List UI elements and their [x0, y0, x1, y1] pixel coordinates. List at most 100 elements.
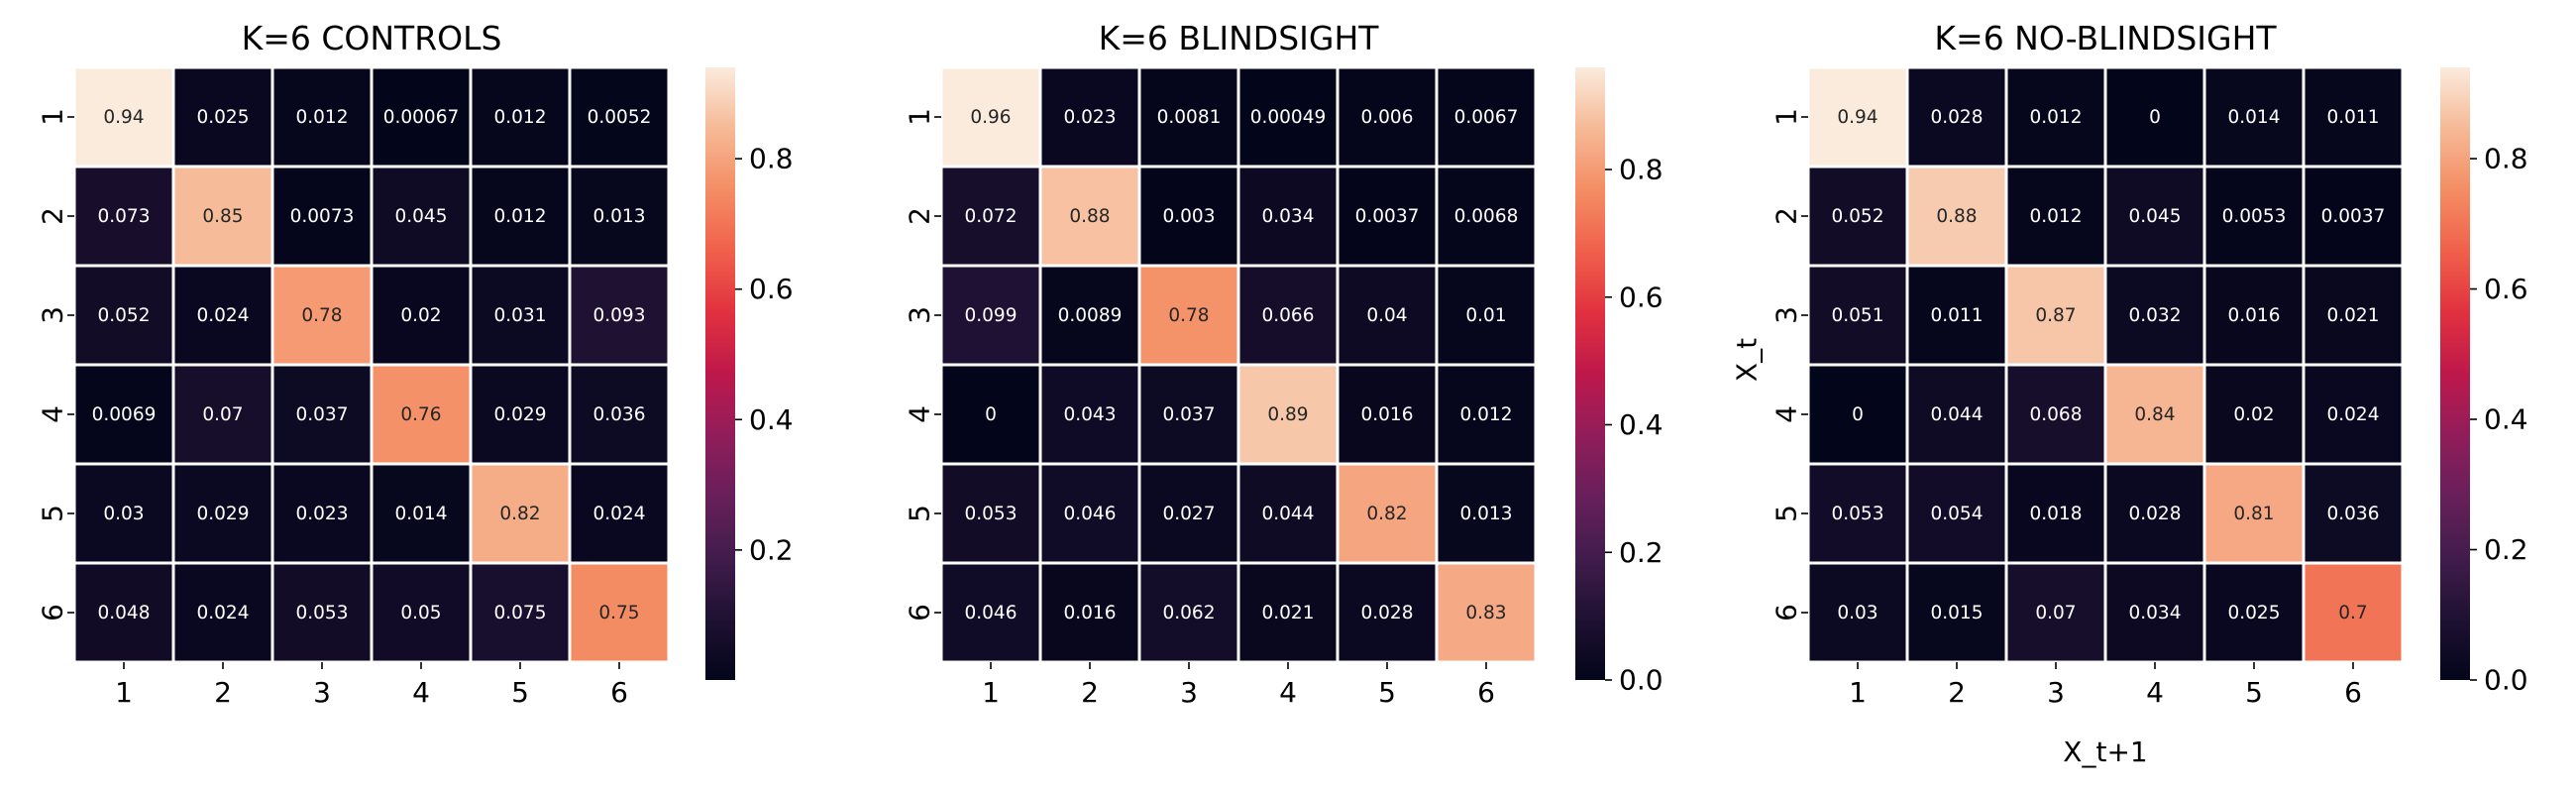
y-tick-label: 5	[904, 505, 936, 522]
heatmap-cell	[1435, 561, 1538, 664]
heatmap-cell	[171, 65, 274, 169]
cell-value-label: 0.78	[1168, 305, 1209, 326]
colorbar-tick-label: 0.6	[2484, 273, 2528, 305]
cell-value-label: 0.04	[1366, 305, 1407, 326]
x-tick-label: 4	[1279, 676, 1297, 709]
cell-value-label: 0.88	[1069, 206, 1110, 227]
colorbar-tick-label: 0.6	[1619, 281, 1664, 313]
x-tick-label: 6	[610, 676, 628, 709]
heatmap-cell	[1137, 165, 1240, 268]
cell-value-label: 0.82	[1366, 504, 1407, 524]
cell-value-label: 0.016	[1361, 404, 1414, 425]
heatmap-cell	[568, 264, 671, 367]
cell-value-label: 0.029	[197, 504, 250, 524]
cell-value-label: 0.014	[395, 504, 448, 524]
cell-value-label: 0.062	[1163, 603, 1216, 623]
cell-value-label: 0.046	[965, 603, 1018, 623]
cell-value-label: 0.0037	[1355, 206, 1420, 227]
heatmap-cell	[2302, 264, 2405, 367]
cell-value-label: 0.045	[2129, 206, 2182, 227]
cell-value-label: 0.051	[1832, 305, 1884, 326]
x-tick-label: 1	[982, 676, 1000, 709]
cell-value-label: 0.025	[197, 107, 250, 128]
colorbar-tick-label: 0.2	[749, 533, 794, 566]
cell-value-label: 0.0073	[290, 206, 355, 227]
colorbar	[705, 67, 735, 680]
x-tick-label: 1	[1849, 676, 1867, 709]
cell-value-label: 0.034	[2129, 603, 2182, 623]
cell-value-label: 0.015	[1931, 603, 1984, 623]
cell-value-label: 0.82	[499, 504, 540, 524]
cell-value-label: 0	[1852, 404, 1864, 425]
cell-value-label: 0.016	[2228, 305, 2281, 326]
y-tick-label: 5	[1771, 505, 1803, 522]
x-axis-label: X_t+1	[2063, 736, 2147, 768]
x-tick-label: 5	[511, 676, 529, 709]
heatmap-cell	[2302, 363, 2405, 466]
heatmap-cell	[1905, 462, 2008, 565]
x-tick-label: 6	[1477, 676, 1495, 709]
colorbar-tick-label: 0.8	[749, 143, 794, 175]
cell-value-label: 0.028	[2129, 504, 2182, 524]
y-tick-label: 3	[37, 306, 69, 324]
cell-value-label: 0.7	[2338, 603, 2367, 623]
heatmap-cell	[1038, 363, 1141, 466]
cell-value-label: 0.044	[1931, 404, 1984, 425]
cell-value-label: 0.045	[395, 206, 448, 227]
x-tick-label: 3	[1180, 676, 1198, 709]
cell-value-label: 0.85	[202, 206, 243, 227]
cell-value-label: 0.84	[2134, 404, 2175, 425]
colorbar-tick-label: 0.0	[2484, 664, 2528, 697]
y-tick-label: 1	[37, 108, 69, 126]
heatmap-cell	[270, 363, 374, 466]
cell-value-label: 0.048	[98, 603, 151, 623]
cell-value-label: 0.006	[1361, 107, 1414, 128]
cell-value-label: 0.81	[2233, 504, 2274, 524]
y-tick-label: 4	[37, 405, 69, 423]
heatmap-cell	[1236, 65, 1340, 169]
cell-value-label: 0.024	[593, 504, 646, 524]
cell-value-label: 0.0069	[92, 404, 157, 425]
cell-value-label: 0.0067	[1454, 107, 1519, 128]
cell-value-label: 0.94	[103, 107, 144, 128]
cell-value-label: 0.011	[2327, 107, 2380, 128]
cell-value-label: 0.02	[2233, 404, 2274, 425]
heatmap-cell	[370, 363, 473, 466]
x-tick-label: 2	[1081, 676, 1099, 709]
cell-value-label: 0	[2149, 107, 2161, 128]
y-tick-label: 2	[1771, 207, 1803, 225]
cell-value-label: 0.046	[1064, 504, 1117, 524]
cell-value-label: 0.032	[2129, 305, 2182, 326]
panel-title: K=6 NO-BLINDSIGHT	[1934, 19, 2277, 57]
y-tick-label: 6	[904, 604, 936, 622]
y-tick-label: 4	[1771, 405, 1803, 423]
heatmap-cell	[1236, 165, 1340, 268]
cell-value-label: 0.03	[1837, 603, 1878, 623]
cell-value-label: 0.0037	[2321, 206, 2386, 227]
heatmap-cell	[568, 65, 671, 169]
heatmap-cell	[2302, 561, 2405, 664]
y-tick-label: 6	[1771, 604, 1803, 622]
heatmap-cell	[939, 462, 1042, 565]
heatmap-cell	[2103, 165, 2206, 268]
y-tick-label: 2	[904, 207, 936, 225]
heatmap-cell	[1435, 165, 1538, 268]
cell-value-label: 0.066	[1262, 305, 1315, 326]
cell-value-label: 0.024	[197, 305, 250, 326]
heatmap-cell	[1038, 462, 1141, 565]
heatmap-cell	[1236, 264, 1340, 367]
cell-value-label: 0.0053	[2222, 206, 2287, 227]
heatmap-cell	[2103, 561, 2206, 664]
cell-value-label: 0.013	[1460, 504, 1513, 524]
x-tick-label: 1	[115, 676, 133, 709]
cell-value-label: 0.075	[494, 603, 547, 623]
heatmap-cell	[2202, 363, 2306, 466]
heatmap-cell	[2103, 462, 2206, 565]
panel-title: K=6 BLINDSIGHT	[1099, 19, 1380, 57]
heatmap-cell	[1137, 363, 1240, 466]
y-tick-label: 2	[37, 207, 69, 225]
heatmap-cell	[1435, 363, 1538, 466]
